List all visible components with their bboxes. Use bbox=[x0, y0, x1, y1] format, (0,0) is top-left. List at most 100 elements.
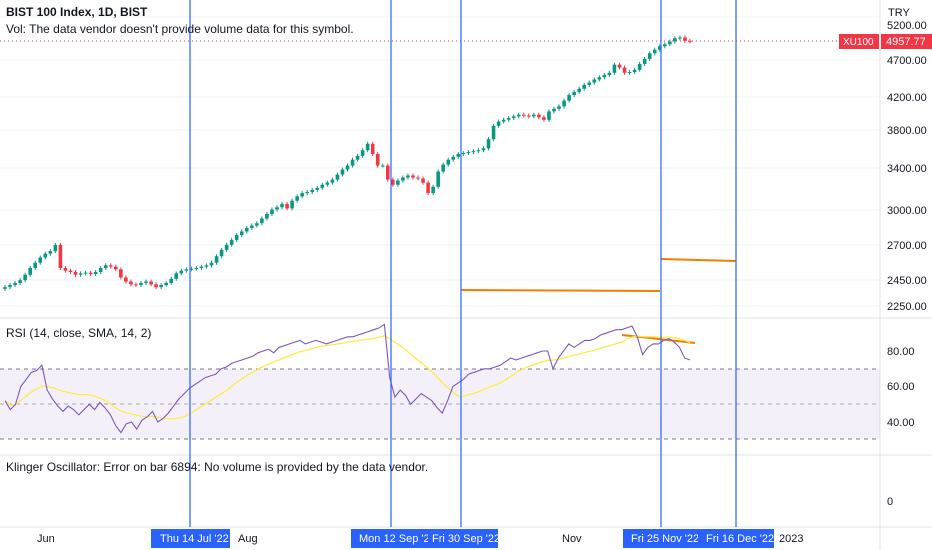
price-tick: 4200.00 bbox=[887, 92, 927, 104]
candle-body bbox=[411, 175, 415, 178]
candle-body bbox=[441, 164, 445, 172]
candle-body bbox=[401, 177, 405, 181]
candle-body bbox=[431, 186, 435, 194]
candle-body bbox=[521, 114, 526, 116]
candle-body bbox=[481, 148, 486, 151]
vertical-markers bbox=[189, 0, 737, 527]
candle-body bbox=[532, 114, 536, 117]
marker-badge-bg bbox=[428, 529, 498, 548]
price-grid bbox=[0, 16, 880, 307]
candle-body bbox=[683, 37, 687, 41]
candle-body bbox=[375, 153, 380, 166]
candle-body bbox=[28, 267, 32, 275]
candle-body bbox=[426, 182, 430, 194]
candle-body bbox=[330, 179, 335, 183]
candle-body bbox=[466, 152, 471, 154]
month-label: Nov bbox=[562, 533, 582, 545]
candle-body bbox=[416, 177, 420, 179]
rsi-divergence-trendline[interactable] bbox=[621, 334, 696, 344]
candle-body bbox=[285, 203, 289, 209]
candle-body bbox=[103, 265, 108, 268]
candle-body bbox=[169, 278, 174, 283]
candle-body bbox=[406, 175, 410, 178]
candle-body bbox=[602, 74, 607, 78]
candle-body bbox=[577, 88, 581, 92]
candle-body bbox=[48, 251, 53, 254]
candle-body bbox=[219, 249, 224, 257]
price-tick: 5200.00 bbox=[887, 20, 927, 32]
candle-body bbox=[194, 267, 199, 269]
candle-body bbox=[436, 171, 440, 187]
support-trendline-1[interactable] bbox=[460, 289, 661, 292]
price-tick: 2450.00 bbox=[887, 275, 927, 287]
candle-body bbox=[673, 38, 677, 42]
candle-body bbox=[184, 269, 189, 271]
candle-body bbox=[597, 77, 602, 80]
candle-body bbox=[270, 209, 274, 215]
candle-body bbox=[496, 121, 501, 126]
klinger-label: Klinger Oscillator: Error on bar 6894: N… bbox=[6, 460, 428, 474]
candle-body bbox=[43, 253, 48, 258]
candle-body bbox=[617, 64, 622, 68]
time-axis: Jun Aug Nov 2023 bbox=[37, 533, 803, 545]
candle-body bbox=[139, 282, 143, 286]
candle-body bbox=[627, 72, 632, 74]
candle-body bbox=[300, 193, 304, 197]
candle-body bbox=[83, 272, 88, 274]
rsi-tick: 40.00 bbox=[887, 417, 915, 429]
candle-body bbox=[159, 285, 163, 288]
price-tick: 2700.00 bbox=[887, 240, 927, 252]
marker-badge-bg bbox=[623, 529, 698, 548]
candle-body bbox=[446, 159, 451, 165]
candle-body bbox=[461, 153, 466, 155]
marker-badge: Thu 14 Jul '22 bbox=[160, 533, 229, 545]
candle-body bbox=[491, 125, 496, 140]
price-tick: 3800.00 bbox=[887, 125, 927, 137]
support-trendline-2[interactable] bbox=[660, 258, 737, 262]
candle-body bbox=[360, 150, 365, 156]
candle-body bbox=[8, 285, 12, 288]
rsi-line bbox=[4, 323, 691, 434]
candle-body bbox=[214, 256, 219, 263]
candle-body bbox=[129, 281, 133, 285]
candle-body bbox=[370, 143, 375, 154]
candle-body bbox=[582, 84, 587, 89]
candle-body bbox=[3, 287, 7, 289]
candle-body bbox=[38, 257, 43, 263]
candle-body bbox=[451, 156, 456, 160]
price-tick: 2250.00 bbox=[887, 301, 927, 313]
candle-body bbox=[476, 150, 481, 152]
candle-body bbox=[68, 270, 73, 273]
candle-body bbox=[647, 53, 652, 59]
candle-body bbox=[119, 269, 123, 278]
symbol-badge-bg bbox=[839, 34, 879, 49]
candle-body bbox=[557, 106, 561, 109]
time-markers: Thu 14 Jul '22 Mon 12 Sep '22 Fri 30 Sep… bbox=[151, 529, 774, 548]
candle-body bbox=[668, 41, 672, 45]
candle-body bbox=[23, 274, 27, 281]
candle-body bbox=[592, 79, 597, 83]
candle-body bbox=[310, 189, 315, 193]
month-label: Aug bbox=[238, 533, 258, 545]
candle-body bbox=[637, 63, 642, 70]
candle-body bbox=[537, 114, 541, 118]
candle-body bbox=[204, 265, 209, 267]
candle-body bbox=[224, 244, 229, 250]
candle-body bbox=[234, 235, 239, 240]
candle-body bbox=[391, 179, 395, 185]
candle-body bbox=[380, 165, 385, 167]
candle-body bbox=[587, 82, 592, 85]
rsi-ma-line bbox=[4, 335, 691, 420]
marker-badge: Fri 16 Dec '22 bbox=[706, 533, 774, 545]
candle-body bbox=[335, 174, 340, 180]
candle-body bbox=[421, 178, 425, 183]
price-tick: 4700.00 bbox=[887, 55, 927, 67]
candle-body bbox=[315, 187, 320, 190]
marker-badge: Fri 25 Nov '22 bbox=[631, 533, 699, 545]
candle-body bbox=[275, 207, 279, 210]
candle-body bbox=[547, 111, 551, 120]
candle-body bbox=[456, 153, 461, 157]
candle-body bbox=[260, 218, 264, 224]
candles bbox=[3, 35, 692, 291]
